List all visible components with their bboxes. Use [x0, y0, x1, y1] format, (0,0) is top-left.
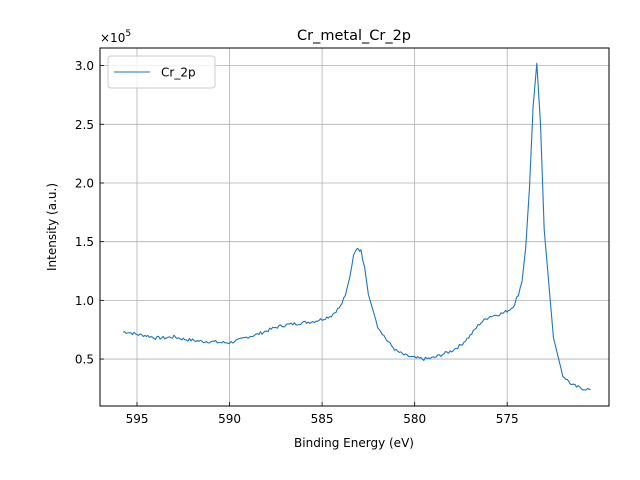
x-tick-label: 575: [496, 412, 519, 426]
plot-frame: [99, 47, 610, 407]
chart-title: Cr_metal_Cr_2p: [297, 28, 411, 44]
x-tick-label: 590: [218, 412, 241, 426]
x-tick-label: 595: [126, 412, 149, 426]
y-multiplier-exponent: 5: [125, 29, 131, 39]
x-tick-label: 585: [311, 412, 334, 426]
y-multiplier-base: ×10: [100, 31, 125, 45]
y-tick-label: 2.5: [75, 118, 94, 132]
y-axis: 0.5 1.0 1.5 2.0 2.5 3.0: [75, 59, 104, 367]
legend-box: [107, 55, 216, 89]
series-line-cr-2p: [123, 62, 591, 391]
legend-label-cr-2p: Cr_2p: [161, 66, 196, 80]
y-tick-label: 1.5: [75, 235, 94, 249]
y-multiplier-label: ×105: [100, 29, 131, 45]
x-axis-label: Binding Energy (eV): [294, 436, 414, 450]
y-axis-label: Intensity (a.u.): [45, 183, 59, 271]
y-tick-label: 1.0: [75, 294, 94, 308]
x-tick-label: 580: [403, 412, 426, 426]
y-tick-label: 3.0: [75, 59, 94, 73]
y-tick-label: 2.0: [75, 176, 94, 190]
legend: Cr_2p: [107, 55, 216, 89]
x-axis: 595 590 585 580 575: [126, 402, 519, 426]
y-tick-label: 0.5: [75, 353, 94, 367]
